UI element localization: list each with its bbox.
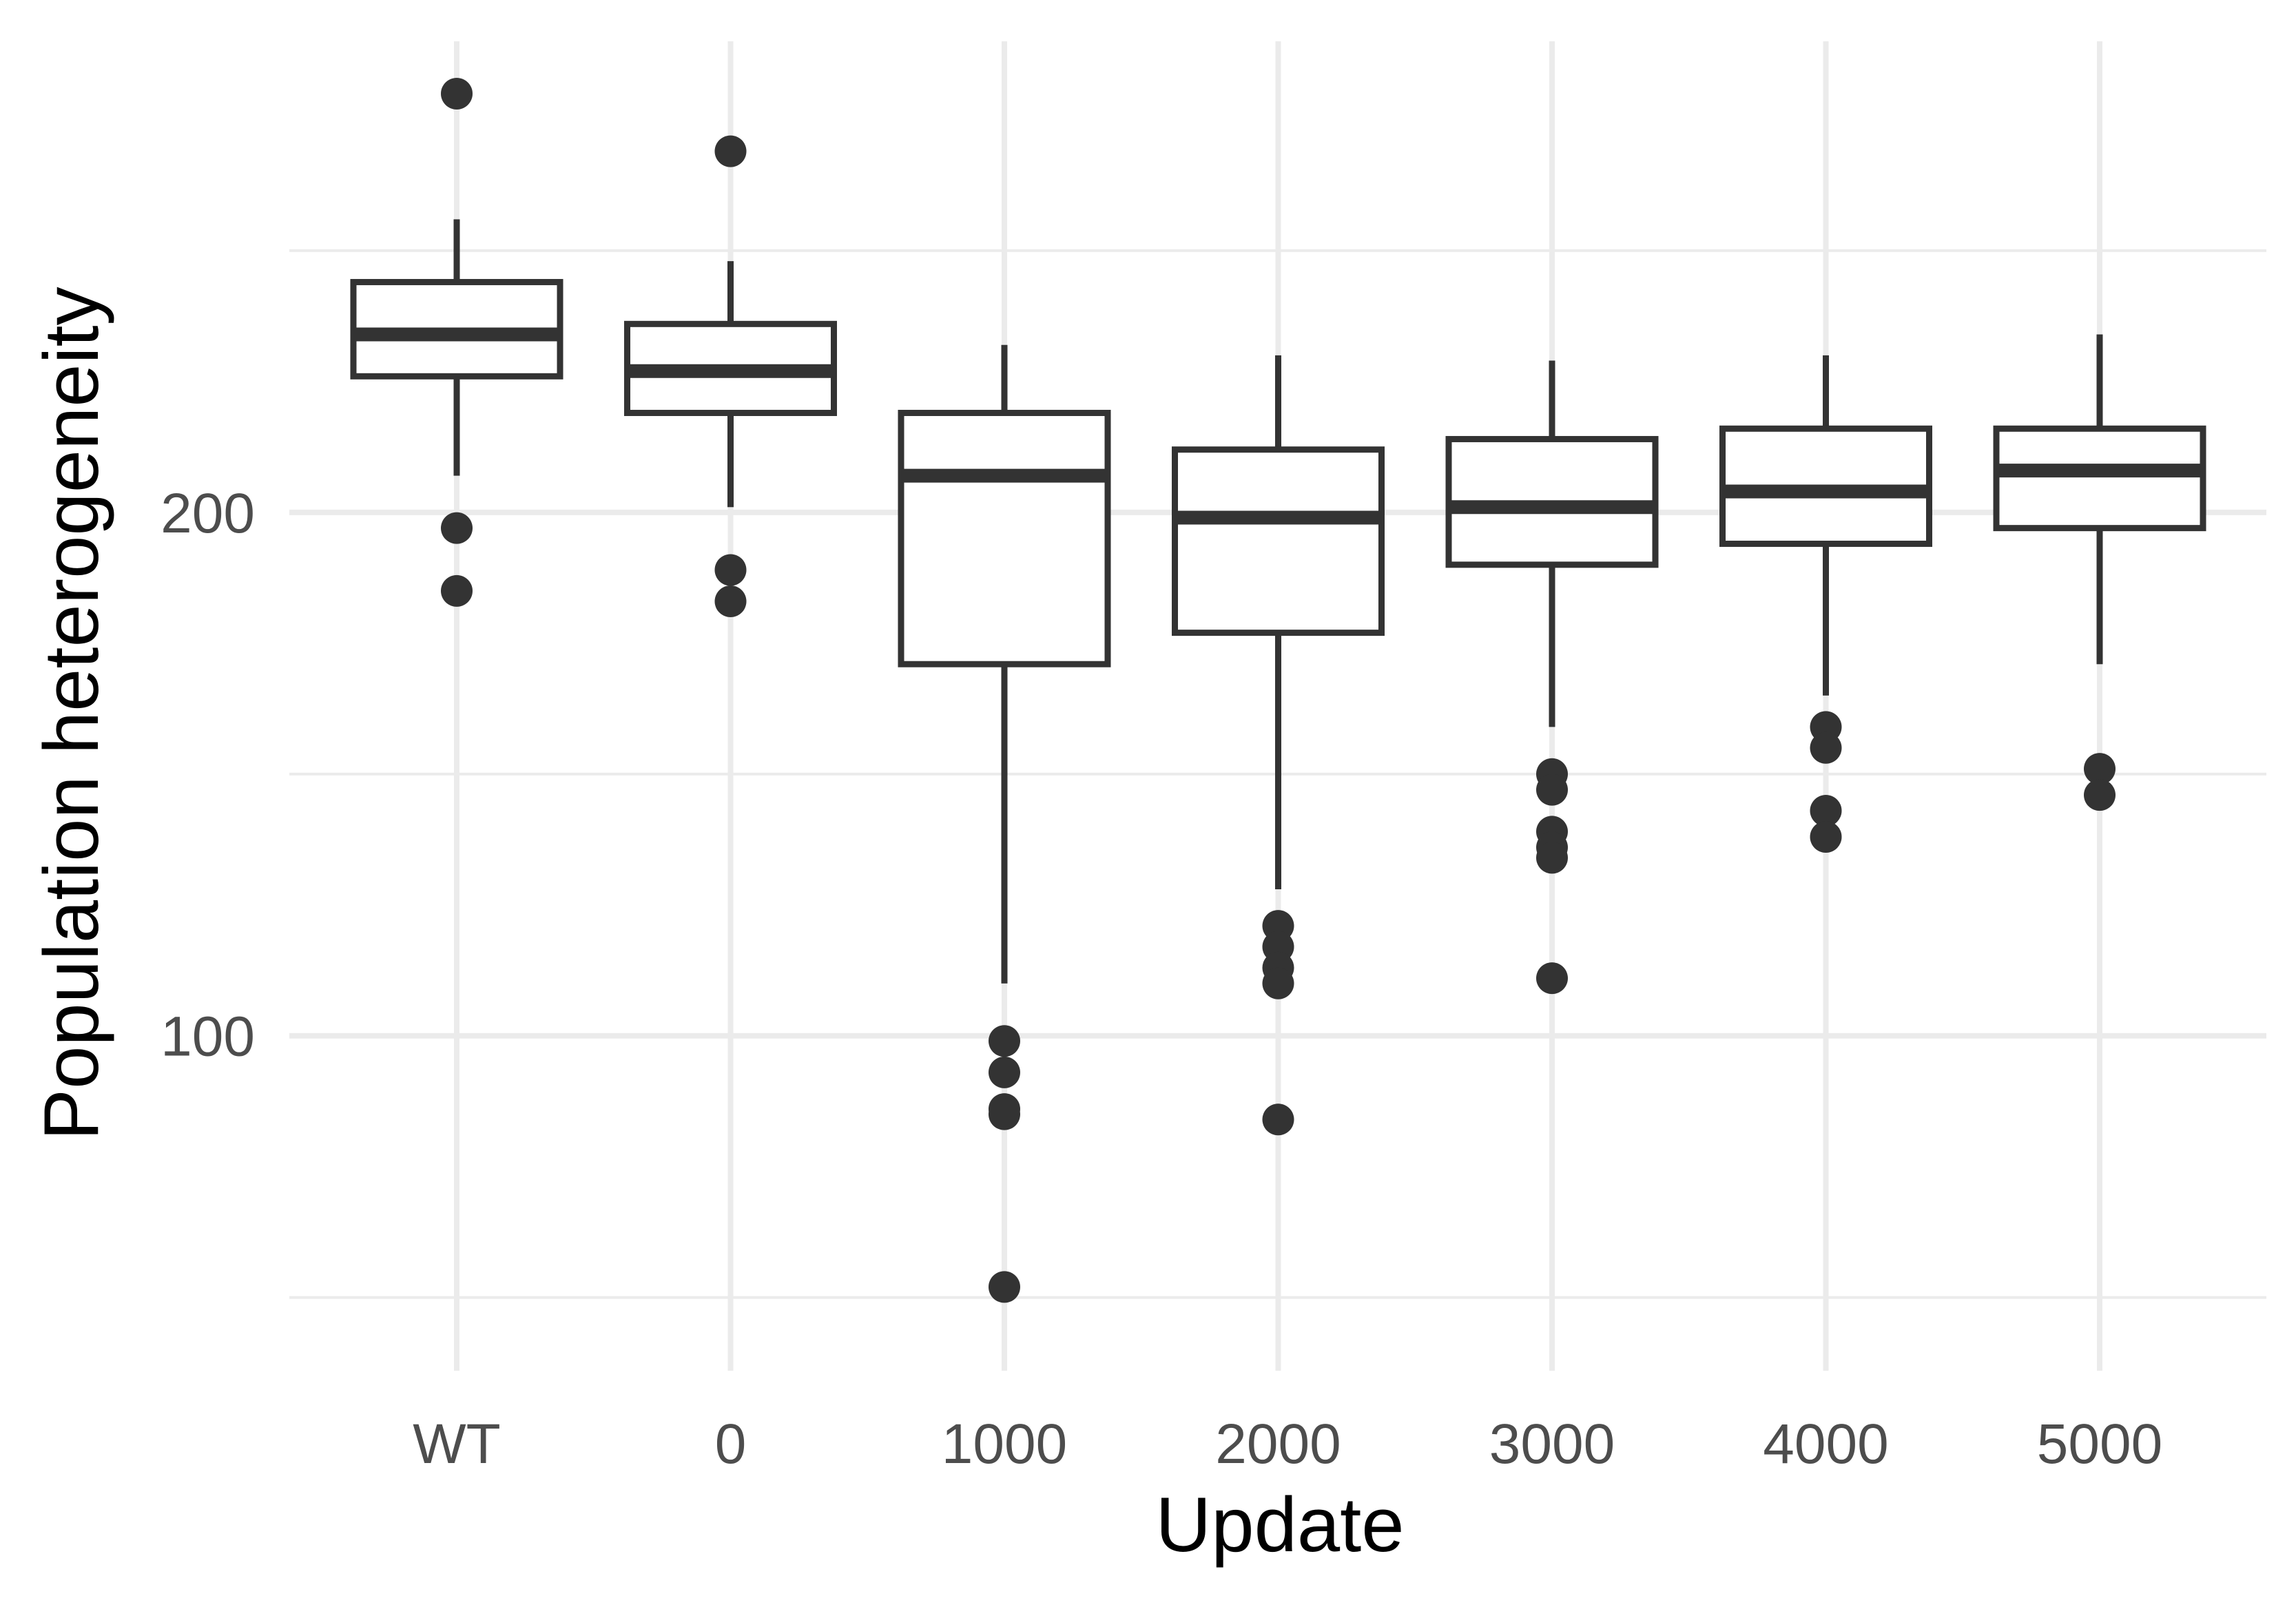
y-tick-label: 200 [161,482,255,545]
outlier-point [1262,967,1294,999]
x-tick-labels: WT 0 1000 2000 3000 4000 5000 [413,1413,2162,1475]
box-group [1719,355,1932,853]
box-group [898,344,1111,1303]
outlier-point [989,1025,1020,1057]
outlier-point [989,1271,1020,1303]
box-series [350,77,2206,1303]
iqr-box [898,409,1111,667]
outlier-point [989,1098,1020,1130]
x-tick-label: 2000 [1215,1413,1341,1475]
y-axis-title: Population heterogeneity [28,287,114,1140]
outlier-point [1536,962,1568,995]
outlier-point [1810,732,1842,764]
x-tick-label: 3000 [1489,1413,1615,1475]
y-tick-labels: 100 200 [161,482,255,1068]
x-tick-label: WT [413,1413,500,1475]
x-tick-label: 0 [715,1413,747,1475]
box-group [1172,355,1385,1136]
x-tick-label: 5000 [2037,1413,2162,1475]
iqr-box [1172,446,1385,636]
x-tick-label: 1000 [942,1413,1067,1475]
outlier-point [2084,753,2116,785]
outlier-point [1262,1103,1294,1136]
x-axis-title: Update [1155,1482,1404,1568]
x-tick-label: 4000 [1763,1413,1888,1475]
outlier-point [1810,794,1842,827]
box-group [1445,360,1659,995]
box-group [1993,334,2206,811]
box-group [624,135,837,618]
outlier-point [441,574,473,607]
outlier-point [714,585,747,618]
outlier-point [1536,774,1568,806]
outlier-point [2084,779,2116,811]
outlier-point [441,77,473,110]
outlier-point [714,554,747,586]
y-tick-label: 100 [161,1006,255,1068]
box-group [350,77,563,607]
outlier-point [1536,842,1568,874]
iqr-box [1993,425,2206,532]
outlier-point [1810,820,1842,853]
outlier-point [441,512,473,544]
outlier-point [714,135,747,167]
outlier-point [989,1056,1020,1088]
